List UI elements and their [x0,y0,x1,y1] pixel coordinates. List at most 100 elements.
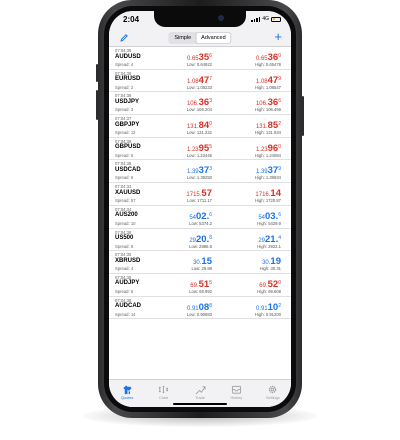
ask-price-prefix: 1716. [255,192,271,199]
bid-price-prefix: 131. [186,124,199,131]
quote-low: Low: 106.204 [186,107,212,113]
bid-price-big: 08 [198,301,210,313]
ask-price: 0.91102 [256,301,281,313]
quotes-icon [123,385,132,395]
battery-icon [271,16,281,22]
ask-price: 1.39379 [256,164,281,177]
quote-symbol: AUDJPY [115,280,140,287]
ask-price-prefix: 54 [258,214,265,221]
side-button [302,96,304,136]
tab-label: Settings [265,396,280,400]
quote-row[interactable]: 07:04:36 GBPUSD Spread: 5 1.23955 1.2396… [109,138,291,161]
ask-price-prefix: 0.65 [255,56,268,62]
tab-trade[interactable]: Trade [182,380,218,407]
quote-time: 07:04:38 [115,93,132,99]
ask-price-pip: 4 [278,234,281,241]
quote-time: 07:04:33 [115,184,132,190]
notch [154,11,246,27]
bid-price-prefix: 54 [189,214,196,221]
ask-price-prefix: 106. [255,101,268,108]
quote-spread: Spread: 57 [115,198,136,204]
quote-row[interactable]: 07:04:38 USDCAD Spread: 6 1.39373 1.3937… [109,160,291,184]
ask-price-big: 37 [267,165,279,177]
quote-high: High: 0.65478 [254,62,281,67]
bid-price-prefix: 0.65 [186,56,199,62]
bid-price-prefix: 106. [186,101,199,108]
quote-high: High: 2922.1 [257,243,281,249]
quote-high: High: 1.24084 [254,152,281,158]
quote-spread: Spread: 5 [115,288,134,294]
quote-row[interactable]: 07:04:38 USDJPY Spread: 3 106.363 106.36… [109,92,291,116]
ask-price-big: 36 [267,52,279,63]
ask-price-big: 47 [267,74,279,86]
ask-price: 106.366 [255,96,281,108]
ask-price-big: 21. [265,233,279,245]
bid-price-prefix: 29 [189,237,196,244]
add-symbol-icon[interactable]: + [274,29,282,44]
ask-price-prefix: 1.23 [255,146,268,153]
quote-low: Low: 1.08233 [186,84,212,90]
ask-price-prefix: 1.08 [255,78,268,85]
ask-price: 30.19 [262,255,281,267]
quote-row[interactable]: 07:04:38 AUDUSD Spread: 4 0.65356 0.6536… [109,47,291,70]
quote-time: 07:04:37 [115,116,132,122]
tab-chart[interactable]: Chart [145,380,181,407]
segment-advanced[interactable]: Advanced [196,33,231,43]
quote-row[interactable]: 07:04:38 AUDJPY Spread: 5 69.515 69.520 … [109,274,291,297]
bid-price-big: 36 [198,97,210,109]
quote-spread: Spread: 5 [115,152,134,158]
app-screen: 2:04 4G Simple Advanced + [109,11,291,407]
bid-price: 30.15 [193,255,212,268]
quote-row[interactable]: 07:04:38 EURUSD Spread: 2 1.08477 1.0847… [109,70,291,93]
quote-low: Low: 1.23445 [186,152,212,158]
ask-price-pip: 0 [278,143,281,150]
edit-icon[interactable] [119,33,129,43]
quote-high: High: 1720.87 [254,198,281,204]
quote-high: High: 1.08547 [254,84,281,90]
bid-price-big: 37 [198,165,210,177]
quote-time: 07:04:38 [115,70,132,76]
ask-price-big: 10 [267,301,279,313]
quote-symbol: AUDUSD [115,53,141,60]
bid-price-big: 51 [198,278,210,290]
quote-symbol: USDCAD [115,166,141,173]
quote-spread: Spread: 4 [115,62,134,67]
quote-time: 07:04:36 [115,138,132,144]
ask-price-pip: 2 [278,121,281,128]
bid-price: 1.39373 [187,164,212,177]
tab-label: Quotes [121,396,134,400]
bid-price-pip: 8 [209,234,212,241]
quote-row[interactable]: 07:04:33 XAUUSD Spread: 57 1715.57 1716.… [109,183,291,206]
tab-settings[interactable]: Settings [255,380,291,407]
bid-price: 106.363 [186,96,212,109]
trade-icon [195,386,206,395]
bid-price: 1715.57 [186,187,212,199]
bid-price-big: 15 [201,256,212,268]
tab-quotes[interactable]: Quotes [109,380,145,407]
quote-spread: Spread: 14 [115,311,136,317]
quote-row[interactable]: 07:04:34 AUS200 Spread: 10 5402.6 5403.6… [109,206,291,229]
tab-history[interactable]: History [218,380,254,407]
quote-high: High: 0.91200 [254,311,281,317]
quote-low: Low: 0.90683 [186,311,212,317]
ask-price-prefix: 131. [255,124,268,131]
bid-price-pip: 3 [209,166,212,173]
quote-row[interactable]: 07:04:38 AUDCAD Spread: 14 0.91088 0.911… [109,297,291,320]
status-time: 2:04 [123,15,140,24]
quote-row[interactable]: 07:04:38 US500 Spread: 8 2920.8 2921.4 L… [109,229,291,252]
segment-simple[interactable]: Simple [174,35,192,41]
bid-price-big: 47 [198,74,210,86]
bid-price-pip: 5 [209,143,212,150]
bid-price-pip: 6 [209,53,212,59]
ask-price-pip: 9 [278,166,281,173]
home-indicator [173,403,227,405]
quote-symbol: US500 [115,235,134,241]
quote-spread: Spread: 8 [115,243,134,249]
bid-price-prefix: 1.23 [186,146,199,153]
quote-row[interactable]: 07:04:35 XBRUSD Spread: 4 30.15 30.19 Lo… [109,251,291,274]
bid-price-prefix: 30. [193,260,202,267]
ask-price: 1716.14 [255,187,281,199]
view-mode-segmented-control: Simple Advanced [168,32,232,44]
quote-row[interactable]: 07:04:37 GBPJPY Spread: 12 131.840 131.8… [109,115,291,138]
quote-symbol: AUDCAD [115,303,141,310]
